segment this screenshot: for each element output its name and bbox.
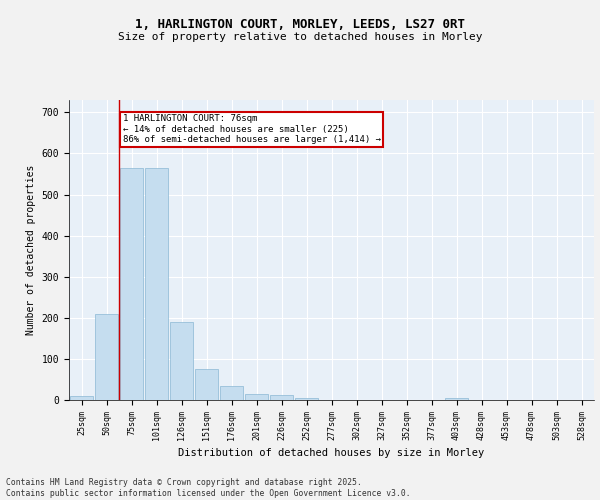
Bar (145, 168, 169, 400)
Bar (295, 398, 319, 400)
Text: 1 HARLINGTON COURT: 76sqm
← 14% of detached houses are smaller (225)
86% of semi: 1 HARLINGTON COURT: 76sqm ← 14% of detac… (123, 114, 381, 144)
Bar (269, 395, 293, 400)
Text: 1, HARLINGTON COURT, MORLEY, LEEDS, LS27 0RT: 1, HARLINGTON COURT, MORLEY, LEEDS, LS27… (135, 18, 465, 30)
Bar (119, 168, 143, 400)
Y-axis label: Number of detached properties: Number of detached properties (26, 165, 36, 335)
Bar (245, 394, 268, 400)
Bar (445, 398, 469, 400)
Bar (95, 314, 118, 400)
X-axis label: Distribution of detached houses by size in Morley: Distribution of detached houses by size … (178, 448, 485, 458)
Bar (194, 369, 218, 400)
Text: Contains HM Land Registry data © Crown copyright and database right 2025.
Contai: Contains HM Land Registry data © Crown c… (6, 478, 410, 498)
Bar (220, 386, 244, 400)
Text: Size of property relative to detached houses in Morley: Size of property relative to detached ho… (118, 32, 482, 42)
Bar (170, 322, 193, 400)
Bar (70, 396, 94, 400)
